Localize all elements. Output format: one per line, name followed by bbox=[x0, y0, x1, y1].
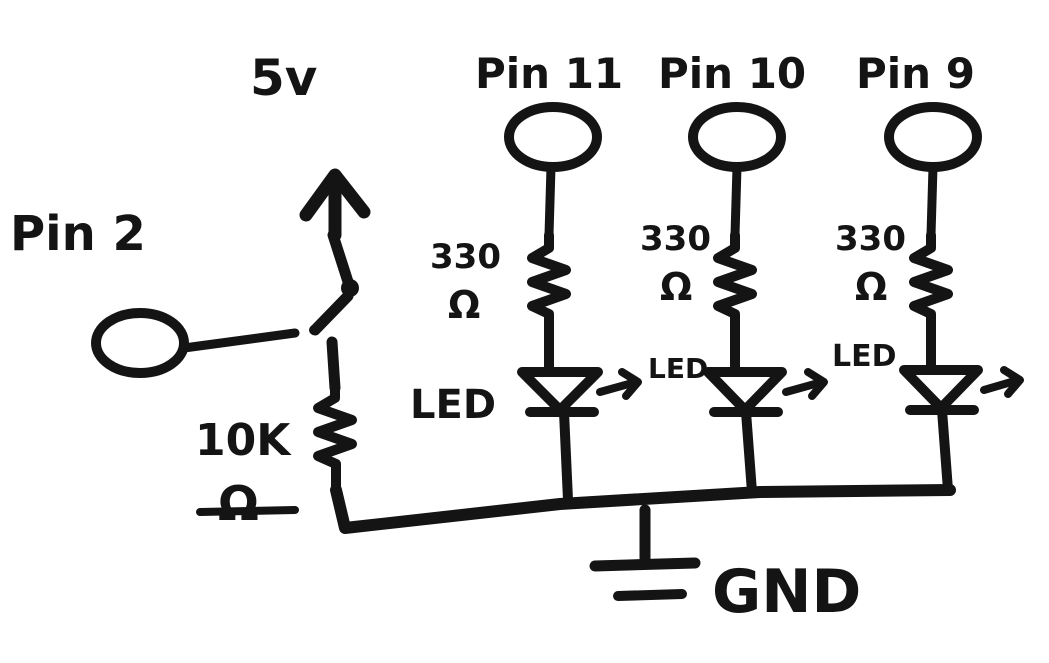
resistor-unit-label: Ω bbox=[448, 283, 480, 327]
supply-label: 5v bbox=[250, 49, 317, 107]
pin-11-connector bbox=[504, 102, 602, 172]
resistor-value-label: 330 bbox=[835, 219, 906, 259]
pin-2-connector bbox=[91, 308, 189, 378]
resistor-value-label: 330 bbox=[640, 219, 711, 259]
pulldown-resistor-value: 10K bbox=[195, 415, 292, 466]
branch-pin-label: Pin 9 bbox=[856, 49, 975, 98]
led-icon bbox=[703, 367, 828, 417]
resistor-value-label: 330 bbox=[430, 237, 501, 277]
led-label: LED bbox=[832, 339, 897, 374]
pulldown-resistor bbox=[313, 383, 357, 495]
pulldown-resistor-unit: Ω bbox=[218, 476, 259, 532]
ohm-underline bbox=[196, 506, 299, 516]
led-branch-pin-11: Pin 11 330 Ω LED bbox=[410, 49, 642, 505]
led-label: LED bbox=[410, 382, 496, 428]
resistor-unit-label: Ω bbox=[855, 265, 887, 309]
pin-2-wire bbox=[179, 328, 300, 353]
pin-9-connector bbox=[884, 102, 982, 172]
led-branch-pin-9: Pin 9 330 Ω LED bbox=[832, 49, 1024, 495]
ground-label: GND bbox=[712, 557, 861, 627]
pushbutton-switch bbox=[309, 229, 359, 394]
resistor-330-pin-9 bbox=[909, 230, 953, 373]
pin-10-connector bbox=[688, 102, 786, 172]
resistor-330-pin-11 bbox=[527, 230, 571, 375]
input-pin-label: Pin 2 bbox=[10, 206, 146, 262]
ground-icon bbox=[589, 504, 701, 601]
resistor-unit-label: Ω bbox=[660, 265, 692, 309]
led-label: LED bbox=[648, 352, 708, 385]
supply-arrow-icon bbox=[299, 168, 371, 242]
led-branch-pin-10: Pin 10 330 Ω LED bbox=[640, 49, 828, 497]
ground-bus bbox=[330, 484, 956, 534]
led-icon bbox=[517, 367, 642, 417]
branch-pin-label: Pin 10 bbox=[658, 49, 806, 98]
branch-pin-label: Pin 11 bbox=[475, 49, 623, 98]
led-icon bbox=[899, 365, 1024, 415]
resistor-330-pin-10 bbox=[713, 230, 757, 375]
